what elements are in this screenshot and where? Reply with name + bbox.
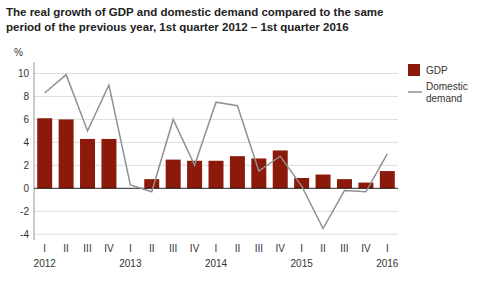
x-tick-label: I xyxy=(43,243,46,254)
x-tick-label: I xyxy=(386,243,389,254)
y-tick-label: -4 xyxy=(20,229,29,240)
y-tick-label: 10 xyxy=(18,68,30,79)
bar xyxy=(37,118,52,188)
year-label: 2016 xyxy=(376,258,399,269)
marks xyxy=(34,75,398,229)
x-tick-label: II xyxy=(235,243,241,254)
background xyxy=(0,0,486,286)
year-label: 2015 xyxy=(291,258,314,269)
bar xyxy=(80,139,95,188)
x-tick-label: III xyxy=(340,243,348,254)
title-line: The real growth of GDP and domestic dema… xyxy=(6,6,383,18)
y-tick-label: 2 xyxy=(23,160,29,171)
year-label: 2014 xyxy=(205,258,228,269)
y-axis: -4 -2 0 2 4 6 8 10 xyxy=(18,62,398,240)
legend-swatch xyxy=(408,91,422,93)
zero-line xyxy=(34,188,398,189)
bar xyxy=(59,119,74,188)
grid-line xyxy=(34,188,398,189)
legend-label: Domesticdemand xyxy=(426,81,468,104)
bar xyxy=(166,160,181,189)
x-tick-label: II xyxy=(320,243,326,254)
x-tick-label: III xyxy=(83,243,91,254)
grid-line xyxy=(34,211,398,212)
y-tick-label: 0 xyxy=(23,183,29,194)
x-tick-label: IV xyxy=(361,243,371,254)
legend-swatch xyxy=(408,64,420,76)
x-tick-label: II xyxy=(63,243,69,254)
y-axis-label: % xyxy=(14,47,23,58)
x-tick-label: I xyxy=(300,243,303,254)
x-tick-label: III xyxy=(169,243,177,254)
legend-label-line: Domestic xyxy=(426,81,468,92)
legend-label-line: demand xyxy=(426,93,462,104)
x-axis: IIIIIIIVIIIIIIIVIIIIIIIVIIIIIIIVI2012201… xyxy=(34,243,399,269)
bar xyxy=(209,161,224,189)
y-axis-line xyxy=(34,62,35,240)
bar xyxy=(144,179,159,188)
bar xyxy=(230,156,245,188)
bar xyxy=(316,175,331,189)
bar xyxy=(380,171,395,188)
year-label: 2012 xyxy=(34,258,57,269)
x-tick-label: II xyxy=(149,243,155,254)
chart: The real growth of GDP and domestic dema… xyxy=(0,0,486,286)
legend-label: GDP xyxy=(426,65,448,76)
bar xyxy=(251,158,266,188)
y-tick-label: -2 xyxy=(20,206,29,217)
grid-line xyxy=(34,96,398,97)
grid-line xyxy=(34,119,398,120)
y-tick-label: 8 xyxy=(23,91,29,102)
bar xyxy=(337,179,352,188)
x-tick-label: IV xyxy=(190,243,200,254)
title: The real growth of GDP and domestic dema… xyxy=(6,6,383,33)
legend: GDP Domesticdemand xyxy=(408,64,468,104)
grid-line xyxy=(34,234,398,235)
legend-label-line: GDP xyxy=(426,65,448,76)
line xyxy=(45,75,388,229)
x-tick-label: I xyxy=(215,243,218,254)
y-tick-label: 6 xyxy=(23,114,29,125)
x-tick-label: IV xyxy=(276,243,286,254)
title-line: period of the previous year, 1st quarter… xyxy=(6,21,349,33)
y-tick-label: 4 xyxy=(23,137,29,148)
x-tick-label: IV xyxy=(104,243,114,254)
year-label: 2013 xyxy=(119,258,142,269)
x-tick-label: I xyxy=(129,243,132,254)
grid-line xyxy=(34,73,398,74)
bar xyxy=(101,139,116,188)
x-tick-label: III xyxy=(255,243,263,254)
